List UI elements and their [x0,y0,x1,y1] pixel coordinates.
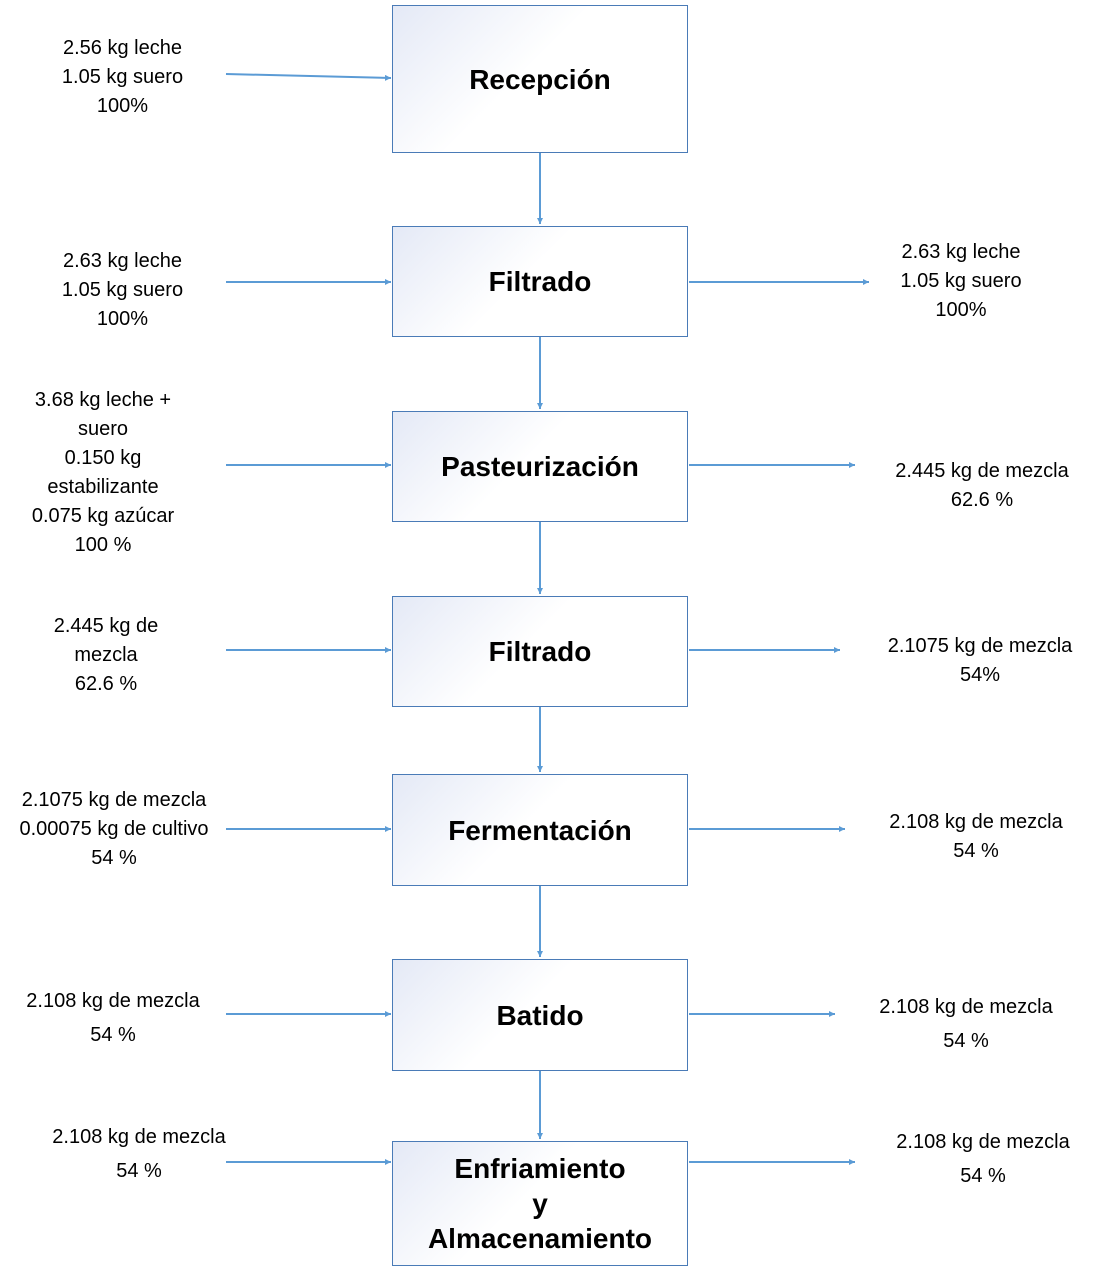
output-label-4: 2.1075 kg de mezcla 54% [887,635,1073,686]
process-box-recepcion: Recepción [392,5,688,153]
process-label: Fermentación [448,814,632,846]
output-label-6: 2.108 kg de mezcla 54 % [879,996,1053,1052]
process-label: Recepción [469,63,611,95]
output-label-7: 2.108 kg de mezcla 54 % [896,1131,1070,1187]
process-box-filtrado-2: Filtrado [392,596,688,707]
output-label-5: 2.108 kg de mezcla 54 % [889,811,1063,862]
input-label-6: 2.108 kg de mezcla 54 % [26,990,200,1046]
input-label-1: 2.56 kg leche 1.05 kg suero 100% [61,37,184,117]
process-label: Batido [496,999,584,1031]
input-label-3: 3.68 kg leche + suero 0.150 kg estabiliz… [31,389,175,556]
process-box-enfriamiento: Enfriamiento y Almacenamiento [392,1141,688,1266]
process-label: Enfriamiento y Almacenamiento [427,1153,653,1254]
input-label-5: 2.1075 kg de mezcla 0.00075 kg de cultiv… [19,789,209,869]
output-label-3: 2.445 kg de mezcla 62.6 % [895,460,1069,511]
input-label-4: 2.445 kg de mezcla 62.6 % [53,615,159,695]
process-label: Filtrado [488,636,592,667]
process-box-pasteurizacion: Pasteurización [392,411,688,522]
input-label-7: 2.108 kg de mezcla 54 % [52,1126,226,1182]
process-label: Filtrado [488,266,592,297]
process-box-fermentacion: Fermentación [392,774,688,886]
input-label-2: 2.63 kg leche 1.05 kg suero 100% [61,250,184,330]
output-label-2: 2.63 kg leche 1.05 kg suero 100% [900,241,1022,321]
input-arrow-1 [225,73,392,81]
process-label: Pasteurización [441,451,639,482]
process-box-filtrado-1: Filtrado [392,226,688,337]
process-box-batido: Batido [392,959,688,1071]
